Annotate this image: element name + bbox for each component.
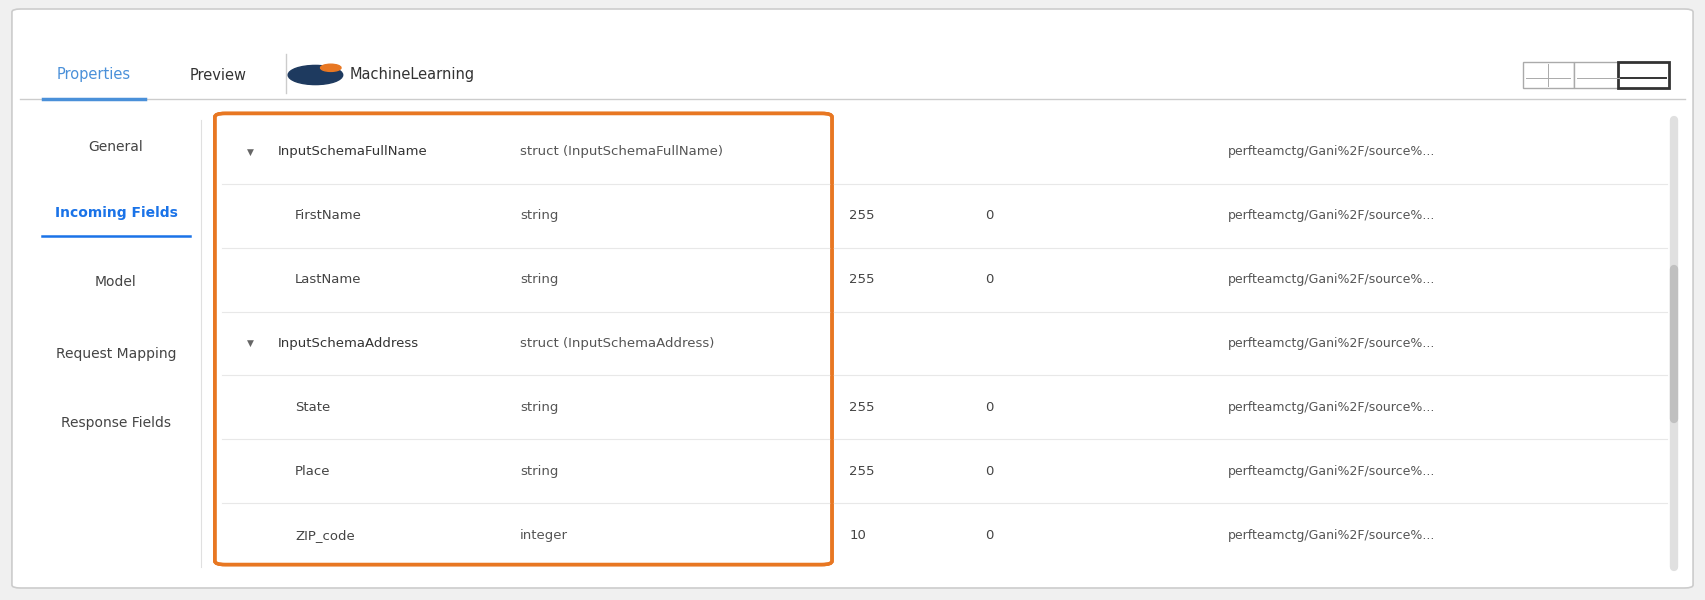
Text: string: string	[520, 273, 559, 286]
Circle shape	[288, 65, 343, 85]
Text: perfteamctg/Gani%2F/source%...: perfteamctg/Gani%2F/source%...	[1228, 337, 1436, 350]
Text: perfteamctg/Gani%2F/source%...: perfteamctg/Gani%2F/source%...	[1228, 401, 1436, 414]
FancyBboxPatch shape	[1574, 62, 1625, 88]
Text: string: string	[520, 209, 559, 222]
Text: InputSchemaFullName: InputSchemaFullName	[278, 145, 428, 158]
Text: ▼: ▼	[247, 148, 254, 157]
Text: string: string	[520, 465, 559, 478]
Text: struct (InputSchemaFullName): struct (InputSchemaFullName)	[520, 145, 723, 158]
FancyBboxPatch shape	[12, 9, 1693, 588]
Text: InputSchemaAddress: InputSchemaAddress	[278, 337, 419, 350]
Text: Model: Model	[95, 275, 136, 289]
Text: ZIP_code: ZIP_code	[295, 529, 355, 542]
Text: FirstName: FirstName	[295, 209, 361, 222]
Text: 0: 0	[985, 529, 994, 542]
Text: perfteamctg/Gani%2F/source%...: perfteamctg/Gani%2F/source%...	[1228, 529, 1436, 542]
Text: General: General	[89, 140, 143, 154]
Text: Request Mapping: Request Mapping	[56, 347, 176, 361]
Text: integer: integer	[520, 529, 568, 542]
FancyBboxPatch shape	[1523, 62, 1574, 88]
Text: perfteamctg/Gani%2F/source%...: perfteamctg/Gani%2F/source%...	[1228, 273, 1436, 286]
Text: 0: 0	[985, 465, 994, 478]
Text: 0: 0	[985, 273, 994, 286]
Text: MachineLearning: MachineLearning	[350, 67, 474, 82]
Text: Response Fields: Response Fields	[61, 416, 170, 430]
Text: LastName: LastName	[295, 273, 361, 286]
FancyBboxPatch shape	[222, 120, 1667, 567]
Text: Incoming Fields: Incoming Fields	[55, 206, 177, 220]
Text: perfteamctg/Gani%2F/source%...: perfteamctg/Gani%2F/source%...	[1228, 209, 1436, 222]
Text: State: State	[295, 401, 331, 414]
Text: Preview: Preview	[189, 67, 247, 82]
Circle shape	[321, 64, 341, 71]
Text: Place: Place	[295, 465, 331, 478]
Text: 0: 0	[985, 401, 994, 414]
Text: perfteamctg/Gani%2F/source%...: perfteamctg/Gani%2F/source%...	[1228, 465, 1436, 478]
Text: 255: 255	[849, 209, 875, 222]
Text: struct (InputSchemaAddress): struct (InputSchemaAddress)	[520, 337, 714, 350]
Text: 0: 0	[985, 209, 994, 222]
Text: 255: 255	[849, 401, 875, 414]
FancyBboxPatch shape	[215, 113, 832, 565]
Text: ▼: ▼	[247, 339, 254, 348]
Text: Properties: Properties	[56, 67, 131, 82]
Text: string: string	[520, 401, 559, 414]
Text: 255: 255	[849, 273, 875, 286]
FancyBboxPatch shape	[1618, 62, 1669, 88]
Text: 255: 255	[849, 465, 875, 478]
Text: 10: 10	[849, 529, 866, 542]
Text: perfteamctg/Gani%2F/source%...: perfteamctg/Gani%2F/source%...	[1228, 145, 1436, 158]
